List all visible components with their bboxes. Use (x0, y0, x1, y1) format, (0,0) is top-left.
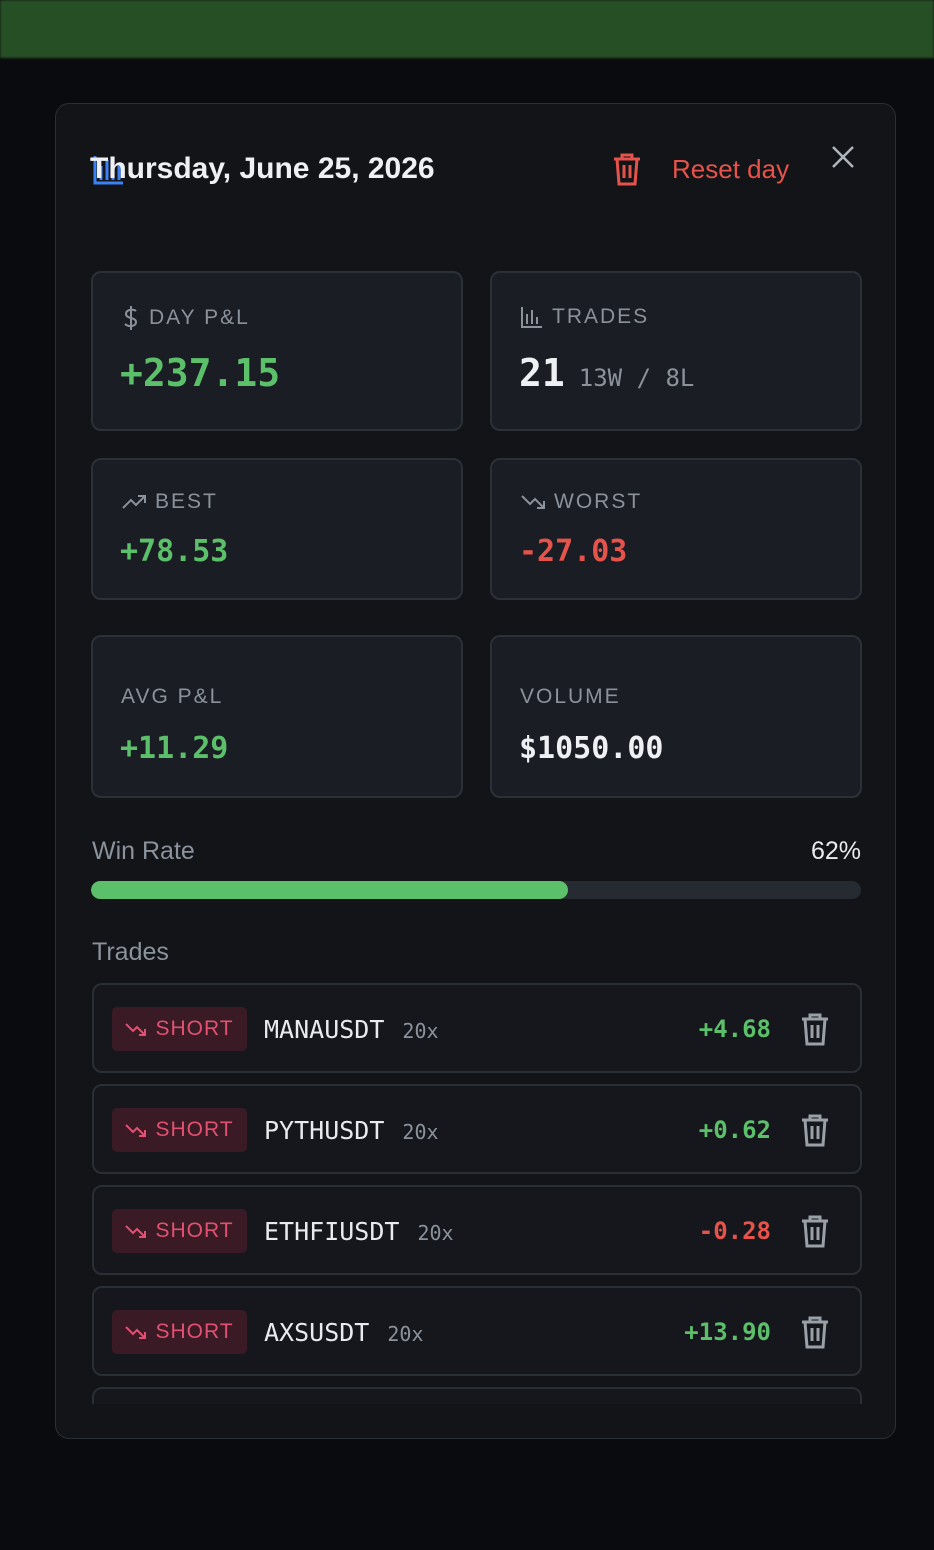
stat-label: BEST (155, 490, 218, 513)
leverage: 20x (402, 1120, 439, 1144)
delete-trade-button[interactable] (800, 1113, 830, 1147)
trend-up-icon (122, 495, 146, 509)
trade-row (92, 1387, 862, 1404)
symbol: PYTHUSDT (264, 1116, 385, 1145)
stat-card: WORST -27.03 (490, 458, 862, 600)
win-rate-track (91, 881, 861, 899)
trend-down-icon (125, 1225, 147, 1238)
trade-row[interactable]: SHORT PYTHUSDT 20x +0.62 (92, 1084, 862, 1174)
symbol: MANAUSDT (264, 1015, 385, 1044)
stat-label: WORST (554, 490, 643, 513)
leverage: 20x (417, 1221, 454, 1245)
trend-down-icon (125, 1326, 147, 1339)
stat-card: BEST +78.53 (91, 458, 463, 600)
day-title: Thursday, June 25, 2026 (90, 152, 435, 185)
trade-list: SHORT MANAUSDT 20x +4.68 SHORT PYTHUSDT 20x +0.… (0, 983, 934, 1404)
delete-trade-button[interactable] (800, 1315, 830, 1349)
stat-label-row: TRADES (520, 305, 649, 329)
trade-row[interactable]: SHORT ETHFIUSDT 20x -0.28 (92, 1185, 862, 1275)
trend-down-icon (521, 495, 545, 509)
trade-row[interactable]: SHORT MANAUSDT 20x +4.68 (92, 983, 862, 1073)
stat-value: $1050.00 (519, 731, 664, 766)
status-bar (0, 0, 934, 58)
delete-trade-button[interactable] (800, 1012, 830, 1046)
stat-label: AVG P&L (121, 685, 224, 708)
side: SHORT (155, 1118, 234, 1141)
symbol: AXSUSDT (264, 1318, 370, 1347)
delete-trade[interactable] (800, 1214, 830, 1253)
dollar-icon (124, 306, 138, 330)
stat-label-row: DAY P&L (121, 305, 250, 331)
reset-label: Reset day (672, 153, 790, 184)
stat-card: TRADES 21 13W / 8L (490, 271, 862, 431)
trade-pnl: +0.62 (698, 1116, 771, 1144)
side: SHORT (155, 1320, 234, 1343)
delete-trade[interactable] (800, 1113, 830, 1152)
trade-pnl: +4.68 (698, 1015, 771, 1043)
stat-label: TRADES (552, 305, 650, 328)
trades-title: Trades (92, 938, 169, 966)
symbol-row: ETHFIUSDT 20x (264, 1217, 454, 1246)
reset-day-button[interactable]: Reset day (612, 152, 789, 186)
stat-value: +78.53 (120, 534, 229, 569)
win-rate-value: 62% (810, 837, 861, 865)
stat-card: DAY P&L +237.15 (91, 271, 463, 431)
stat-value-row: 21 13W / 8L (519, 351, 694, 395)
trade-row[interactable]: SHORT AXSUSDT 20x +13.90 (92, 1286, 862, 1376)
trend-down-icon (125, 1023, 147, 1036)
stat-value: -27.03 (519, 534, 628, 569)
symbol: ETHFIUSDT (264, 1217, 400, 1246)
stat-label: DAY P&L (149, 306, 250, 329)
symbol-row: PYTHUSDT 20x (264, 1116, 439, 1145)
leverage: 20x (402, 1019, 439, 1043)
win-rate-label: Win Rate (92, 837, 195, 865)
delete-trade[interactable] (800, 1012, 830, 1051)
stat-detail: 13W / 8L (578, 364, 695, 392)
chart-icon (93, 156, 123, 185)
side: SHORT (155, 1017, 234, 1040)
side-badge: SHORT (112, 1209, 247, 1253)
stat-label-row: BEST (121, 490, 218, 514)
stat-card: VOLUME $1050.00 (490, 635, 862, 798)
leverage: 20x (387, 1322, 424, 1346)
stat-label-row: WORST (520, 490, 642, 514)
symbol-row: AXSUSDT 20x (264, 1318, 423, 1347)
symbol-row: MANAUSDT 20x (264, 1015, 439, 1044)
stat-value: 21 (519, 351, 565, 395)
trade-pnl: -0.28 (698, 1217, 771, 1245)
close-button[interactable] (830, 144, 856, 170)
trade-pnl: +13.90 (684, 1318, 771, 1346)
side-badge: SHORT (112, 1007, 247, 1051)
side-badge: SHORT (112, 1108, 247, 1152)
side: SHORT (155, 1219, 234, 1242)
delete-trade[interactable] (800, 1315, 830, 1354)
trend-down-icon (125, 1124, 147, 1137)
delete-trade-button[interactable] (800, 1214, 830, 1248)
stat-label: VOLUME (520, 685, 621, 708)
stat-card: AVG P&L +11.29 (91, 635, 463, 798)
side-badge: SHORT (112, 1310, 247, 1354)
chart-icon (521, 307, 542, 328)
stat-value: +11.29 (120, 731, 229, 766)
trash-icon (614, 153, 640, 186)
win-rate-bar (91, 881, 569, 899)
stat-value: +237.15 (120, 351, 281, 395)
